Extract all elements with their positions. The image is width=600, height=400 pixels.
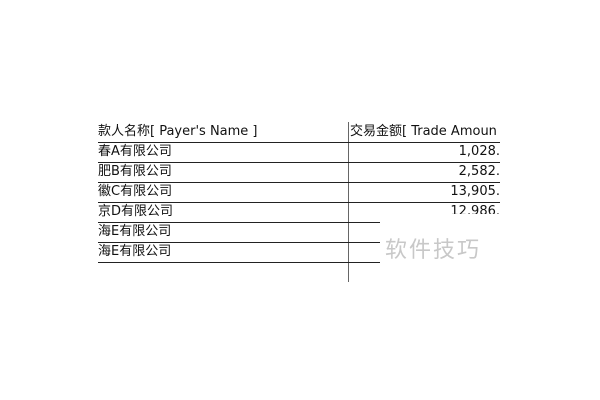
row-border bbox=[98, 182, 500, 183]
watermark-background bbox=[380, 214, 500, 268]
header-cell: 交易金额[ Trade Amoun bbox=[350, 124, 497, 139]
payer-cell: 春A有限公司 bbox=[98, 144, 172, 159]
row-border bbox=[98, 222, 380, 223]
payer-cell: 徽C有限公司 bbox=[98, 184, 173, 199]
header-cell: 款人名称[ Payer's Name ] bbox=[98, 124, 258, 139]
row-border bbox=[98, 142, 500, 143]
payer-cell: 京D有限公司 bbox=[98, 204, 174, 219]
payer-cell: 肥B有限公司 bbox=[98, 164, 172, 179]
payer-cell: 海E有限公司 bbox=[98, 224, 172, 239]
amount-cell: 2,582. bbox=[458, 164, 500, 179]
row-border bbox=[98, 242, 380, 243]
row-border bbox=[98, 162, 500, 163]
spreadsheet: 款人名称[ Payer's Name ] 交易金额[ Trade Amoun 春… bbox=[98, 122, 500, 282]
watermark: 软件技巧 bbox=[385, 238, 482, 263]
row-border bbox=[98, 202, 500, 203]
amount-cell: 1,028. bbox=[458, 144, 500, 159]
row-border bbox=[98, 262, 380, 263]
amount-cell: 13,905. bbox=[450, 184, 500, 199]
payer-cell: 海E有限公司 bbox=[98, 244, 172, 259]
